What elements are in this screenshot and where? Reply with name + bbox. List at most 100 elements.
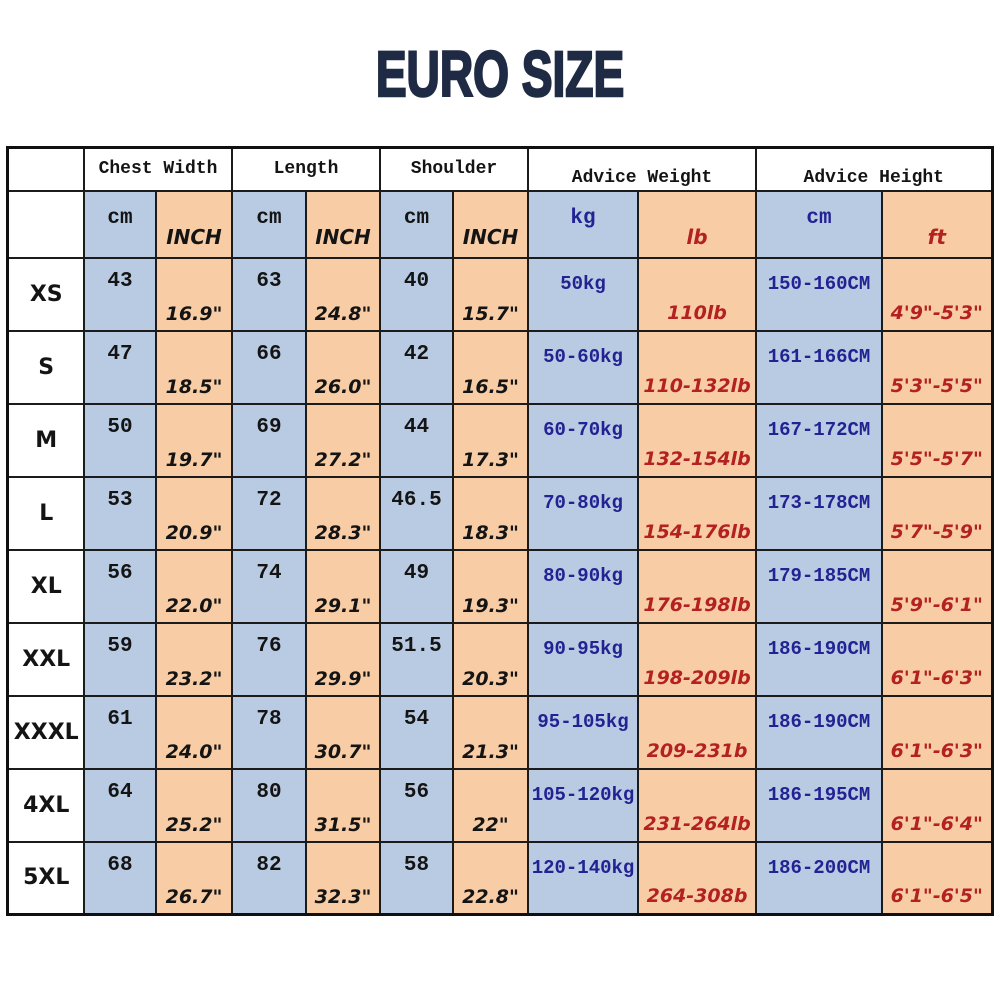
weight-lb-value: 198-209lb — [637, 621, 758, 697]
size-label: XXL — [6, 621, 85, 697]
weight-kg-value: 80-90kg — [527, 548, 640, 624]
table-row-xxl: XXL 59 23.2" 76 29.9" 51.5 20.3" 90-95kg… — [6, 621, 994, 697]
weight-lb-value: 231-264lb — [637, 767, 758, 843]
length-cm-value: 78 — [231, 694, 307, 770]
table-row-xs: XS 43 16.9" 63 24.8" 40 15.7" 50kg 110lb… — [6, 256, 994, 332]
height-cm-value: 186-200CM — [755, 840, 884, 916]
length-inch-value: 29.1" — [305, 548, 381, 624]
shoulder-inch-value: 22" — [451, 767, 530, 843]
unit-header-empty — [6, 189, 85, 259]
unit-header-chest-cm: cm — [82, 189, 157, 259]
length-inch-value: 26.0" — [305, 329, 381, 405]
size-label: 4XL — [6, 767, 85, 843]
chest-inch-value: 26.7" — [154, 840, 234, 916]
chest-cm-value: 59 — [82, 621, 157, 697]
shoulder-cm-value: 49 — [379, 548, 454, 624]
unit-header-height-ft: ft — [881, 189, 994, 259]
chest-inch-value: 22.0" — [154, 548, 234, 624]
shoulder-inch-value: 20.3" — [451, 621, 530, 697]
length-cm-value: 82 — [231, 840, 307, 916]
shoulder-cm-value: 58 — [379, 840, 454, 916]
length-inch-value: 27.2" — [305, 402, 381, 478]
length-inch-value: 24.8" — [305, 256, 381, 332]
weight-kg-value: 50kg — [527, 256, 640, 332]
weight-kg-value: 60-70kg — [527, 402, 640, 478]
chest-inch-value: 19.7" — [154, 402, 234, 478]
unit-header-weight-kg: kg — [527, 189, 640, 259]
unit-header-shoulder-cm: cm — [379, 189, 454, 259]
shoulder-inch-value: 16.5" — [451, 329, 530, 405]
length-cm-value: 69 — [231, 402, 307, 478]
height-cm-value: 150-160CM — [755, 256, 884, 332]
table-row-s: S 47 18.5" 66 26.0" 42 16.5" 50-60kg 110… — [6, 329, 994, 405]
size-label: 5XL — [6, 840, 85, 916]
chest-inch-value: 23.2" — [154, 621, 234, 697]
shoulder-inch-value: 17.3" — [451, 402, 530, 478]
chest-cm-value: 56 — [82, 548, 157, 624]
chest-cm-value: 53 — [82, 475, 157, 551]
shoulder-cm-value: 51.5 — [379, 621, 454, 697]
height-cm-value: 161-166CM — [755, 329, 884, 405]
length-inch-value: 30.7" — [305, 694, 381, 770]
weight-kg-value: 50-60kg — [527, 329, 640, 405]
weight-kg-value: 90-95kg — [527, 621, 640, 697]
chest-inch-value: 16.9" — [154, 256, 234, 332]
shoulder-inch-value: 15.7" — [451, 256, 530, 332]
group-header-chest-width: Chest Width — [82, 146, 234, 192]
length-cm-value: 72 — [231, 475, 307, 551]
unit-header-row: cm INCH cm INCH cm INCH kg lb cm ft — [6, 189, 994, 259]
table-row-l: L 53 20.9" 72 28.3" 46.5 18.3" 70-80kg 1… — [6, 475, 994, 551]
height-ft-value: 6'1"-6'3" — [881, 694, 994, 770]
chest-cm-value: 50 — [82, 402, 157, 478]
size-label: M — [6, 402, 85, 478]
group-header-advice-weight: Advice Weight — [527, 146, 758, 192]
unit-header-length-cm: cm — [231, 189, 307, 259]
height-cm-value: 186-195CM — [755, 767, 884, 843]
weight-lb-value: 264-308b — [637, 840, 758, 916]
shoulder-inch-value: 18.3" — [451, 475, 530, 551]
height-ft-value: 5'3"-5'5" — [881, 329, 994, 405]
weight-lb-value: 176-198lb — [637, 548, 758, 624]
height-ft-value: 4'9"-5'3" — [881, 256, 994, 332]
size-label: XXXL — [6, 694, 85, 770]
table-row-5xl: 5XL 68 26.7" 82 32.3" 58 22.8" 120-140kg… — [6, 840, 994, 916]
table-row-xl: XL 56 22.0" 74 29.1" 49 19.3" 80-90kg 17… — [6, 548, 994, 624]
weight-lb-value: 110-132lb — [637, 329, 758, 405]
length-cm-value: 80 — [231, 767, 307, 843]
weight-lb-value: 132-154lb — [637, 402, 758, 478]
weight-lb-value: 209-231b — [637, 694, 758, 770]
height-ft-value: 5'5"-5'7" — [881, 402, 994, 478]
unit-header-shoulder-inch: INCH — [451, 189, 530, 259]
height-ft-value: 5'7"-5'9" — [881, 475, 994, 551]
shoulder-cm-value: 54 — [379, 694, 454, 770]
shoulder-cm-value: 46.5 — [379, 475, 454, 551]
chest-inch-value: 20.9" — [154, 475, 234, 551]
height-ft-value: 6'1"-6'4" — [881, 767, 994, 843]
table-row-4xl: 4XL 64 25.2" 80 31.5" 56 22" 105-120kg 2… — [6, 767, 994, 843]
shoulder-cm-value: 56 — [379, 767, 454, 843]
page-title: EURO SIZE — [375, 38, 625, 110]
height-ft-value: 6'1"-6'5" — [881, 840, 994, 916]
weight-lb-value: 110lb — [637, 256, 758, 332]
chest-inch-value: 24.0" — [154, 694, 234, 770]
size-label: XS — [6, 256, 85, 332]
length-cm-value: 76 — [231, 621, 307, 697]
weight-kg-value: 95-105kg — [527, 694, 640, 770]
group-header-advice-height: Advice Height — [755, 146, 994, 192]
height-cm-value: 186-190CM — [755, 621, 884, 697]
weight-kg-value: 70-80kg — [527, 475, 640, 551]
height-cm-value: 186-190CM — [755, 694, 884, 770]
shoulder-inch-value: 19.3" — [451, 548, 530, 624]
height-ft-value: 5'9"-6'1" — [881, 548, 994, 624]
size-label: L — [6, 475, 85, 551]
size-label: S — [6, 329, 85, 405]
table-row-xxxl: XXXL 61 24.0" 78 30.7" 54 21.3" 95-105kg… — [6, 694, 994, 770]
height-cm-value: 173-178CM — [755, 475, 884, 551]
length-inch-value: 28.3" — [305, 475, 381, 551]
unit-header-height-cm: cm — [755, 189, 884, 259]
shoulder-inch-value: 22.8" — [451, 840, 530, 916]
group-header-shoulder: Shoulder — [378, 146, 530, 192]
weight-lb-value: 154-176lb — [637, 475, 758, 551]
shoulder-cm-value: 44 — [379, 402, 454, 478]
length-inch-value: 31.5" — [305, 767, 381, 843]
